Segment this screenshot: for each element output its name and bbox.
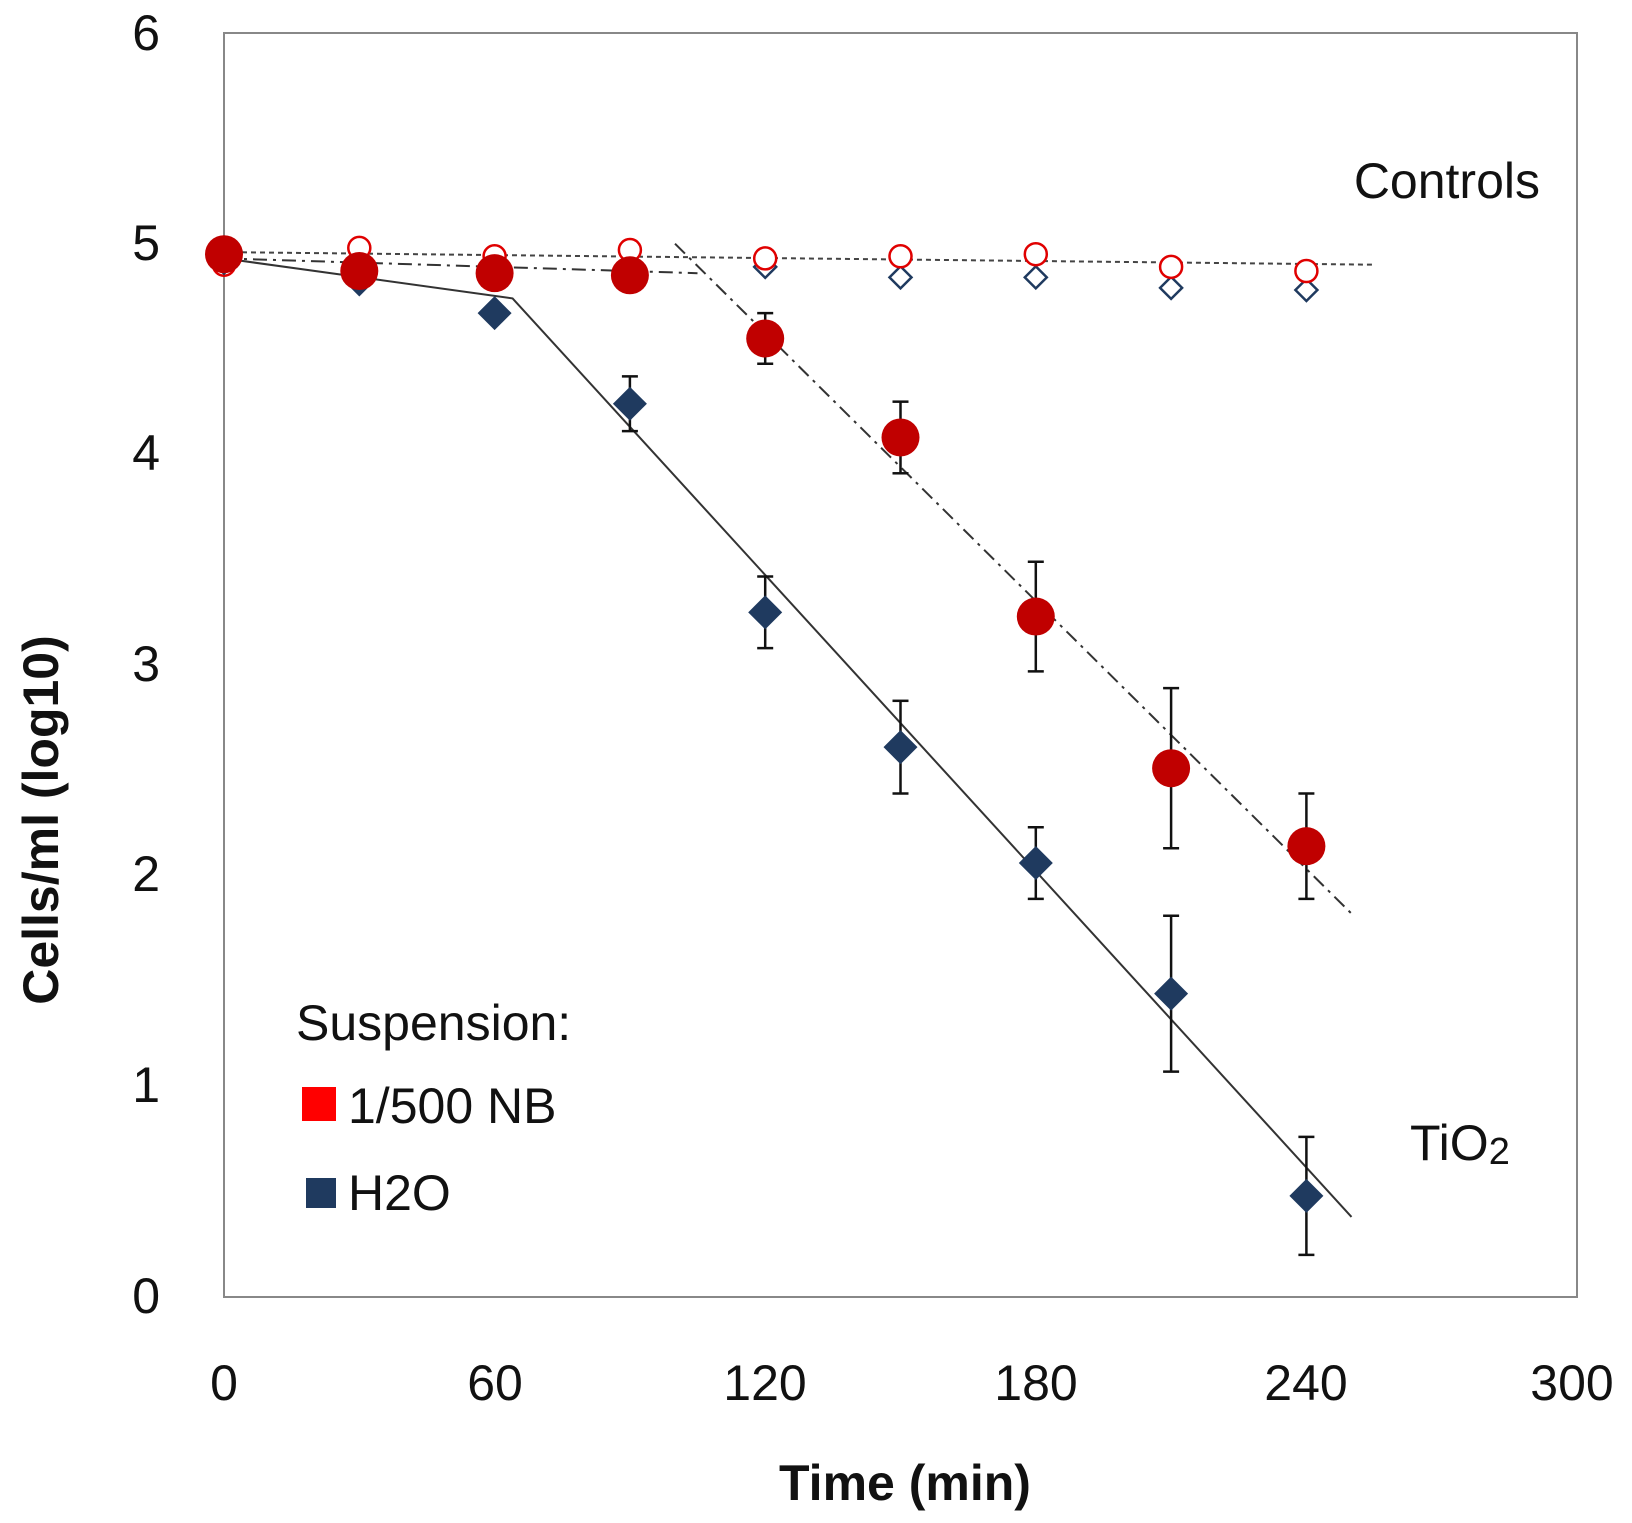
annotation-tio2: TiO2 [1410, 1115, 1510, 1173]
legend-swatch-nb [302, 1087, 336, 1121]
data-point-h2o [1289, 1178, 1324, 1213]
data-point-h2o [748, 595, 783, 630]
error-bars [621, 311, 1315, 1257]
data-point-nb-control [752, 246, 778, 271]
y-axis-title: Cells/ml (log10) [13, 635, 69, 1005]
data-point-h2o-control [1293, 277, 1320, 303]
x-axis-title: Time (min) [779, 1455, 1031, 1511]
annotations: Controls TiO2 [1354, 153, 1540, 1173]
plot-area [223, 32, 1578, 1298]
legend-title: Suspension: [296, 995, 571, 1051]
y-tick-label: 6 [132, 5, 160, 61]
y-tick-label: 4 [132, 425, 160, 481]
data-point-nb [746, 319, 785, 358]
data-point-h2o-control [1023, 264, 1049, 291]
x-tick-label: 120 [723, 1355, 806, 1411]
y-tick-label: 3 [132, 636, 160, 692]
y-axis: 0 1 2 3 4 5 6 Cells/ml (log10) [13, 5, 160, 1324]
data-point-nb-control [1023, 241, 1049, 267]
plot-frame [223, 32, 1578, 1298]
data-point-nb [205, 235, 243, 274]
y-tick-label: 2 [132, 846, 160, 902]
data-point-h2o [612, 386, 647, 421]
data-point-nb [1152, 749, 1191, 788]
legend-label-nb: 1/500 NB [348, 1078, 556, 1134]
data-point-nb [610, 256, 649, 295]
data-point-nb-control [888, 244, 913, 269]
trendlines [223, 242, 1375, 1218]
data-point-h2o [477, 296, 512, 331]
x-tick-label: 0 [210, 1355, 238, 1411]
x-tick-label: 60 [467, 1355, 523, 1411]
data-markers [205, 235, 1326, 1213]
data-point-nb [881, 418, 920, 457]
legend: Suspension: 1/500 NB H2O [296, 995, 571, 1221]
x-tick-label: 240 [1264, 1355, 1347, 1411]
data-point-h2o [883, 730, 918, 765]
trendline [223, 257, 1353, 1218]
x-axis: 0 60 120 180 240 300 Time (min) [210, 1355, 1614, 1511]
trendline [223, 257, 698, 275]
data-point-h2o [1018, 846, 1053, 881]
legend-swatch-h2o [306, 1178, 336, 1208]
y-tick-label: 1 [132, 1057, 160, 1113]
data-point-h2o [1154, 976, 1189, 1011]
trendline [674, 242, 1353, 915]
data-point-nb [340, 252, 379, 291]
y-tick-label: 5 [132, 215, 160, 271]
annotation-controls: Controls [1354, 153, 1540, 209]
x-tick-label: 180 [994, 1355, 1077, 1411]
data-point-nb-control [1158, 254, 1184, 280]
data-point-h2o-control [887, 264, 914, 291]
data-point-h2o-control [1158, 275, 1184, 301]
trendline [223, 251, 1375, 266]
annotation-tio2-sub: 2 [1489, 1131, 1510, 1173]
x-tick-label: 300 [1530, 1355, 1613, 1411]
data-point-nb-control [1294, 258, 1319, 284]
data-point-nb [475, 254, 514, 293]
data-point-nb [1016, 597, 1055, 636]
data-point-nb [1287, 827, 1326, 866]
legend-label-h2o: H2O [348, 1165, 451, 1221]
y-tick-label: 0 [132, 1268, 160, 1324]
annotation-tio2-main: TiO [1410, 1115, 1489, 1171]
